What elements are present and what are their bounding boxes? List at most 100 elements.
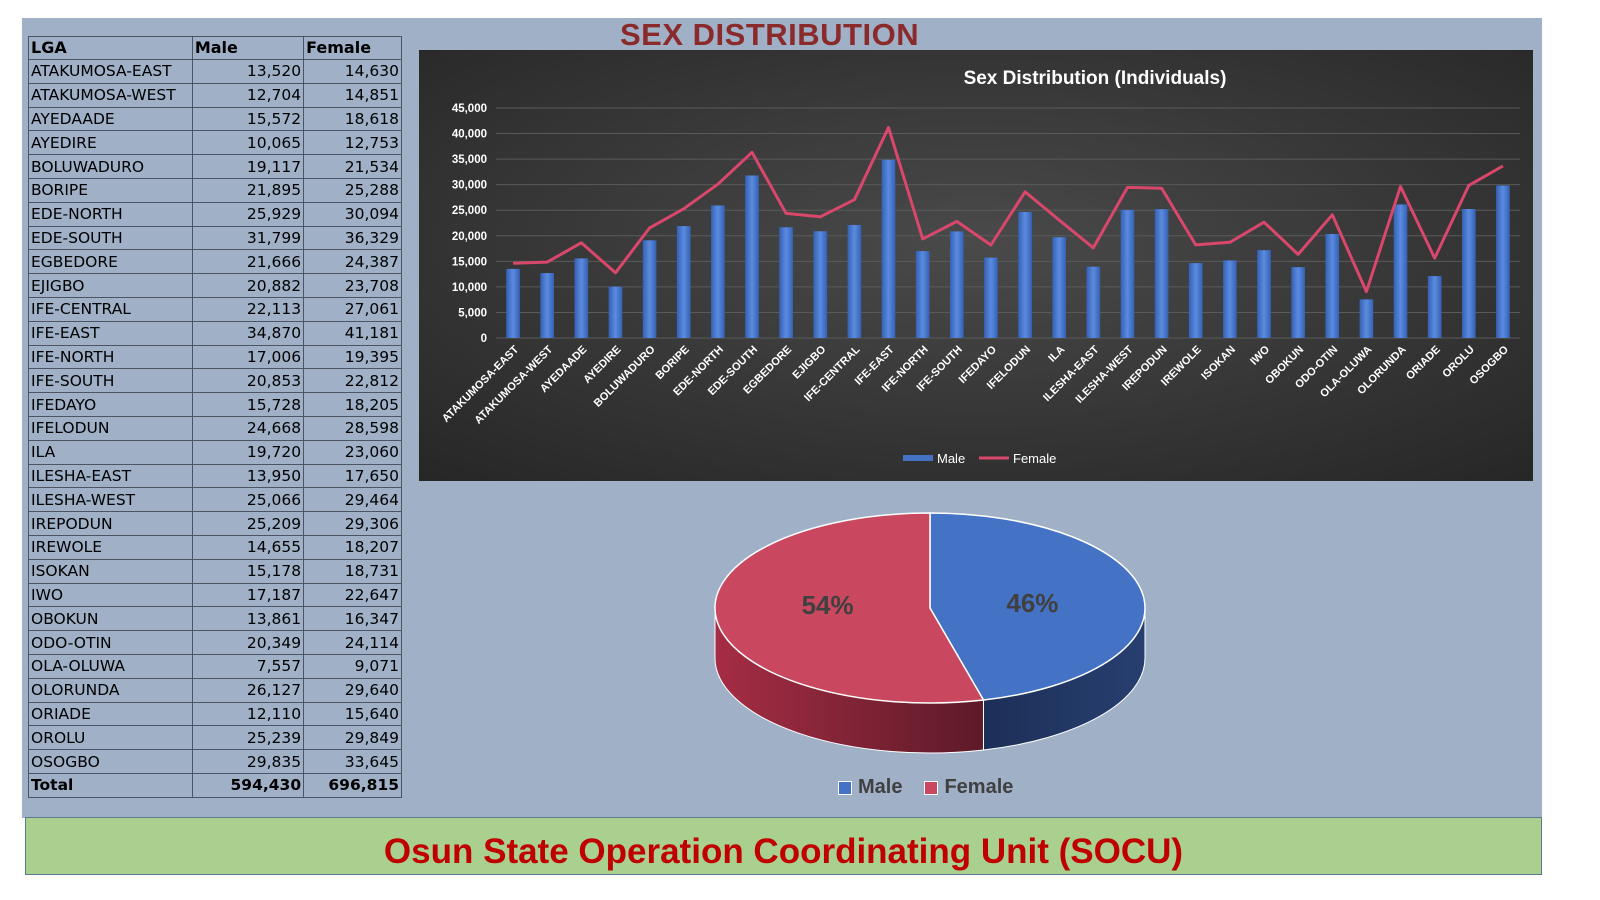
table-row: AYEDIRE 10,065 12,753 (28, 130, 402, 156)
cell-male: 13,861 (191, 606, 305, 632)
cell-lga: OLORUNDA (28, 677, 193, 703)
bar-male (608, 286, 623, 338)
cell-female: 23,060 (303, 439, 402, 465)
table-row: BORIPE 21,895 25,288 (28, 177, 402, 203)
cell-female: 21,534 (303, 154, 402, 179)
cell-male: 20,853 (191, 368, 305, 394)
cell-male: 12,704 (191, 82, 305, 108)
y-tick-label: 30,000 (452, 180, 487, 192)
bar-male (881, 159, 896, 338)
table-row: ILA 19,720 23,060 (28, 439, 402, 465)
cell-lga: ILESHA-WEST (28, 487, 193, 513)
cell-male: 15,178 (191, 558, 305, 584)
bar-male (574, 258, 589, 338)
cell-male: 10,065 (191, 130, 305, 156)
cell-lga: ODO-OTIN (28, 630, 193, 655)
cell-lga: IFE-EAST (28, 320, 193, 346)
cell-male: 25,066 (191, 487, 305, 513)
table-row: ILESHA-WEST 25,066 29,464 (28, 487, 402, 513)
bar-male (506, 268, 520, 338)
cell-male: 19,117 (191, 154, 305, 179)
cell-lga: EJIGBO (28, 273, 193, 298)
legend-item-male: Male (838, 776, 902, 799)
cell-lga: ORIADE (28, 701, 193, 727)
cell-male: 14,655 (191, 534, 305, 560)
cell-female: 16,347 (303, 606, 402, 632)
bar-male (1325, 233, 1340, 338)
legend-label-female: Female (944, 776, 1014, 798)
cell-male: 21,666 (191, 249, 305, 275)
bar-male (984, 257, 998, 338)
cell-female: 24,114 (303, 630, 402, 655)
chart-title: Sex Distribution (Individuals) (964, 68, 1227, 89)
table-row: OBOKUN 13,861 16,347 (28, 606, 402, 632)
cell-female: 28,598 (303, 415, 402, 441)
legend-swatch-male (838, 780, 852, 795)
cell-male: 15,572 (191, 106, 305, 132)
cell-female: 15,640 (303, 701, 402, 727)
bar-male (1052, 237, 1067, 338)
cell-female: 696,815 (303, 772, 402, 798)
cell-lga: ILESHA-EAST (28, 463, 193, 489)
cell-lga: AYEDIRE (28, 130, 193, 156)
footer-banner: Osun State Operation Coordinating Unit (… (25, 817, 1542, 875)
pie-slice-male (929, 512, 1146, 701)
table-row: ISOKAN 15,178 18,731 (28, 558, 402, 584)
table-row: IWO 17,187 22,647 (28, 582, 402, 608)
bar-male (1496, 185, 1510, 338)
pie-slice-female (714, 512, 985, 704)
cell-lga: IFEDAYO (28, 392, 193, 417)
bar-male (949, 231, 964, 338)
sex-distribution-pie-chart: 46% 54% (714, 512, 1146, 754)
cell-male: 594,430 (191, 772, 305, 798)
header-male: Male (191, 36, 305, 60)
table-row: ORIADE 12,110 15,640 (28, 701, 402, 727)
legend-label-female: Female (1013, 451, 1056, 466)
table-row: ATAKUMOSA-WEST 12,704 14,851 (28, 82, 402, 108)
cell-female: 22,647 (303, 582, 402, 608)
table-row: IFEDAYO 15,728 18,205 (28, 392, 402, 417)
cell-lga: OBOKUN (28, 606, 193, 632)
table-total-row: Total 594,430 696,815 (28, 772, 402, 798)
cell-lga: EDE-SOUTH (28, 225, 193, 251)
bar-male (711, 205, 725, 338)
y-tick-label: 10,000 (452, 282, 487, 294)
cell-female: 18,731 (303, 558, 402, 584)
bar-male (779, 227, 793, 338)
cell-female: 24,387 (303, 249, 402, 275)
cell-female: 12,753 (303, 130, 402, 156)
cell-lga: OLA-OLUWA (28, 653, 193, 679)
y-tick-label: 40,000 (452, 129, 487, 141)
table-row: EJIGBO 20,882 23,708 (28, 273, 402, 298)
cell-lga: EGBEDORE (28, 249, 193, 275)
cell-male: 31,799 (191, 225, 305, 251)
bar-male (1154, 209, 1169, 338)
bar-male (676, 226, 691, 338)
line-female (513, 126, 1504, 294)
table-row: AYEDAADE 15,572 18,618 (28, 106, 402, 132)
cell-lga: IWO (28, 582, 193, 608)
cell-lga: ILA (28, 439, 193, 465)
cell-lga: ISOKAN (28, 558, 193, 584)
cell-male: 21,895 (191, 177, 305, 203)
bar-male (642, 240, 657, 338)
cell-female: 19,395 (303, 344, 402, 370)
cell-female: 41,181 (303, 320, 402, 346)
cell-female: 33,645 (303, 749, 402, 774)
table-row: OSOGBO 29,835 33,645 (28, 749, 402, 774)
cell-male: 15,728 (191, 392, 305, 417)
cell-female: 29,306 (303, 511, 402, 536)
cell-lga: BOLUWADURO (28, 154, 193, 179)
table-header-row: LGA Male Female (28, 36, 402, 60)
cell-female: 29,464 (303, 487, 402, 513)
legend-swatch-female (924, 780, 939, 795)
bar-male (745, 175, 759, 338)
cell-male: 25,209 (191, 511, 305, 536)
footer-text: Osun State Operation Coordinating Unit (… (383, 832, 1184, 871)
y-tick-label: 25,000 (452, 205, 487, 217)
bar-male (540, 273, 555, 338)
bar-male (1291, 267, 1305, 338)
bar-male (1427, 276, 1442, 338)
cell-male: 24,668 (191, 415, 305, 441)
cell-lga: IREPODUN (28, 511, 193, 536)
